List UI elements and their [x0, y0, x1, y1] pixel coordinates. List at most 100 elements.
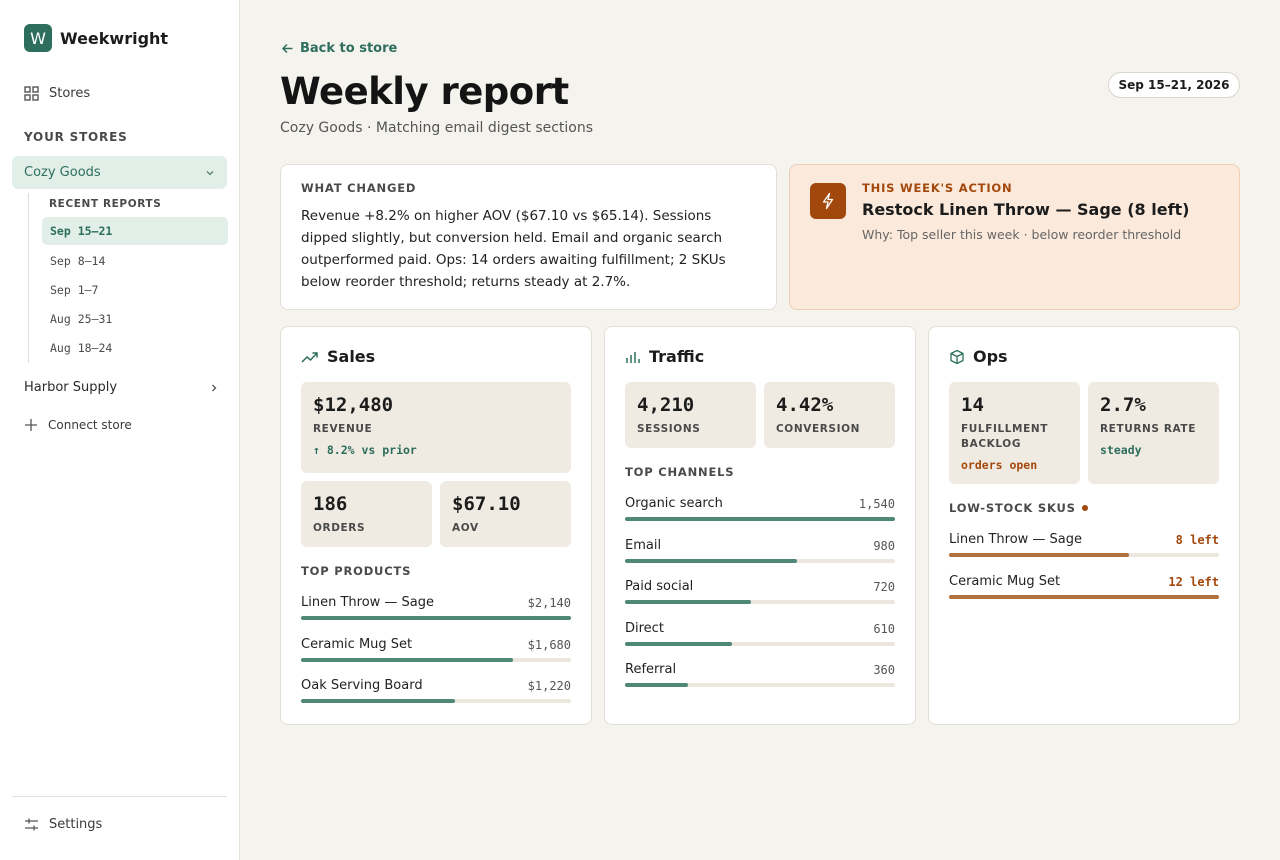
- backlog-label: FULFILLMENT BACKLOG: [961, 423, 1049, 450]
- returns-stat: 2.7% RETURNS RATE steady: [1088, 382, 1219, 484]
- channel-value: 720: [873, 580, 895, 594]
- trend-up-icon: [301, 351, 318, 363]
- settings-button[interactable]: Settings: [24, 817, 102, 832]
- orders-stat: 186 ORDERS: [301, 481, 432, 547]
- list-item: Ceramic Mug Set $1,680: [301, 637, 571, 679]
- channel-bar: [625, 641, 732, 646]
- ops-title: Ops: [973, 347, 1008, 366]
- product-value: $1,220: [527, 679, 571, 693]
- box-icon: [950, 349, 964, 364]
- date-range-pill[interactable]: Sep 15–21, 2026: [1108, 72, 1240, 98]
- report-item[interactable]: Sep 15–21: [42, 217, 228, 245]
- conversion-label: CONVERSION: [776, 423, 860, 435]
- alert-dot-icon: [1081, 505, 1088, 511]
- list-item: Ceramic Mug Set 12 left: [949, 574, 1219, 616]
- page-title: Weekly report: [280, 70, 569, 113]
- action-body: THIS WEEK'S ACTION Restock Linen Throw —…: [862, 181, 1190, 242]
- back-to-store-link[interactable]: Back to store: [281, 41, 397, 56]
- chevron-right-icon: [212, 384, 217, 391]
- revenue-change: ↑ 8.2% vs prior: [313, 443, 417, 457]
- store-item-harbor-supply[interactable]: Harbor Supply: [24, 380, 219, 395]
- action-title: Restock Linen Throw — Sage (8 left): [862, 200, 1190, 219]
- product-bar-track: [301, 616, 571, 620]
- product-value: $2,140: [527, 596, 571, 610]
- store-item-cozy-goods[interactable]: Cozy Goods: [12, 156, 227, 189]
- page-subtitle: Cozy Goods · Matching email digest secti…: [280, 120, 594, 136]
- revenue-stat: $12,480 REVENUE ↑ 8.2% vs prior: [301, 382, 571, 473]
- weekly-action-card[interactable]: THIS WEEK'S ACTION Restock Linen Throw —…: [789, 164, 1240, 310]
- sessions-label: SESSIONS: [637, 423, 701, 435]
- channel-bar: [625, 558, 797, 563]
- list-item: Direct 610: [625, 621, 895, 663]
- conversion-stat: 4.42% CONVERSION: [764, 382, 895, 448]
- list-item: Referral 360: [625, 662, 895, 704]
- channel-bar: [625, 683, 689, 687]
- aov-stat: $67.10 AOV: [440, 481, 571, 547]
- action-heading: THIS WEEK'S ACTION: [862, 181, 1013, 195]
- report-item[interactable]: Aug 18–24: [50, 341, 113, 355]
- sku-stock: 8 left: [1175, 533, 1219, 547]
- backlog-value: 14: [961, 394, 984, 416]
- sales-title: Sales: [327, 347, 376, 366]
- revenue-label: REVENUE: [313, 423, 373, 435]
- product-name: Ceramic Mug Set: [301, 636, 413, 652]
- channel-bar: [625, 600, 752, 604]
- aov-label: AOV: [452, 522, 479, 534]
- channel-bar-track: [625, 558, 895, 563]
- brand[interactable]: W Weekwright: [24, 24, 168, 52]
- top-products-list: Linen Throw — Sage $2,140 Ceramic Mug Se…: [301, 595, 571, 720]
- sku-name: Ceramic Mug Set: [949, 573, 1061, 589]
- channel-value: 980: [873, 538, 895, 553]
- plus-icon: [25, 419, 37, 431]
- sidebar: W Weekwright Stores YOUR STORES Cozy Goo…: [0, 0, 240, 860]
- product-value: $1,680: [527, 637, 571, 652]
- sliders-icon: [25, 818, 38, 831]
- channel-bar-track: [625, 517, 895, 521]
- channel-name: Direct: [625, 620, 664, 636]
- aov-value: $67.10: [452, 493, 521, 515]
- bolt-icon: [810, 183, 846, 219]
- connect-store-button[interactable]: Connect store: [24, 418, 132, 432]
- grid-icon: [24, 86, 39, 101]
- traffic-title: Traffic: [649, 347, 705, 366]
- sidebar-item-stores[interactable]: Stores: [24, 86, 90, 101]
- product-bar: [301, 699, 455, 703]
- top-products-heading: TOP PRODUCTS: [301, 564, 412, 578]
- traffic-heading: Traffic: [625, 347, 704, 366]
- store-name: Cozy Goods: [24, 165, 101, 180]
- channel-value: 610: [873, 621, 895, 636]
- product-bar-track: [301, 657, 571, 662]
- backlog-stat: 14 FULFILLMENT BACKLOG orders open: [949, 382, 1080, 484]
- channel-bar-track: [625, 641, 895, 646]
- channel-name: Referral: [625, 662, 677, 677]
- your-stores-heading: YOUR STORES: [24, 130, 128, 144]
- low-stock-list: Linen Throw — Sage 8 left Ceramic Mug Se…: [949, 532, 1219, 615]
- what-changed-card: WHAT CHANGED Revenue +8.2% on higher AOV…: [280, 164, 777, 310]
- sku-bar: [949, 553, 1130, 557]
- sessions-stat: 4,210 SESSIONS: [625, 382, 756, 448]
- conversion-value: 4.42%: [776, 394, 834, 416]
- sku-bar: [949, 594, 1219, 599]
- settings-label: Settings: [49, 817, 103, 832]
- report-item[interactable]: Sep 8–14: [50, 254, 106, 268]
- list-item: Organic search 1,540: [625, 496, 895, 538]
- arrow-left-icon: [281, 43, 293, 54]
- report-item[interactable]: Aug 25–31: [50, 312, 113, 326]
- recent-reports: RECENT REPORTS Sep 15–21 Sep 8–14 Sep 1–…: [28, 193, 228, 363]
- product-name: Oak Serving Board: [301, 678, 423, 693]
- low-stock-heading: LOW-STOCK SKUS: [949, 501, 1088, 515]
- what-changed-heading: WHAT CHANGED: [301, 181, 417, 195]
- sku-stock: 12 left: [1168, 574, 1219, 589]
- backlog-note: orders open: [961, 458, 1038, 472]
- product-bar: [301, 657, 513, 662]
- connect-store-label: Connect store: [48, 418, 132, 432]
- revenue-value: $12,480: [313, 394, 394, 416]
- sku-bar-track: [949, 553, 1219, 557]
- low-stock-label: LOW-STOCK SKUS: [949, 501, 1076, 515]
- channel-value: 1,540: [858, 497, 895, 511]
- divider: [12, 796, 227, 797]
- report-item[interactable]: Sep 1–7: [50, 283, 99, 297]
- channel-name: Paid social: [625, 579, 694, 594]
- channel-bar-track: [625, 683, 895, 687]
- back-link-label: Back to store: [300, 41, 398, 56]
